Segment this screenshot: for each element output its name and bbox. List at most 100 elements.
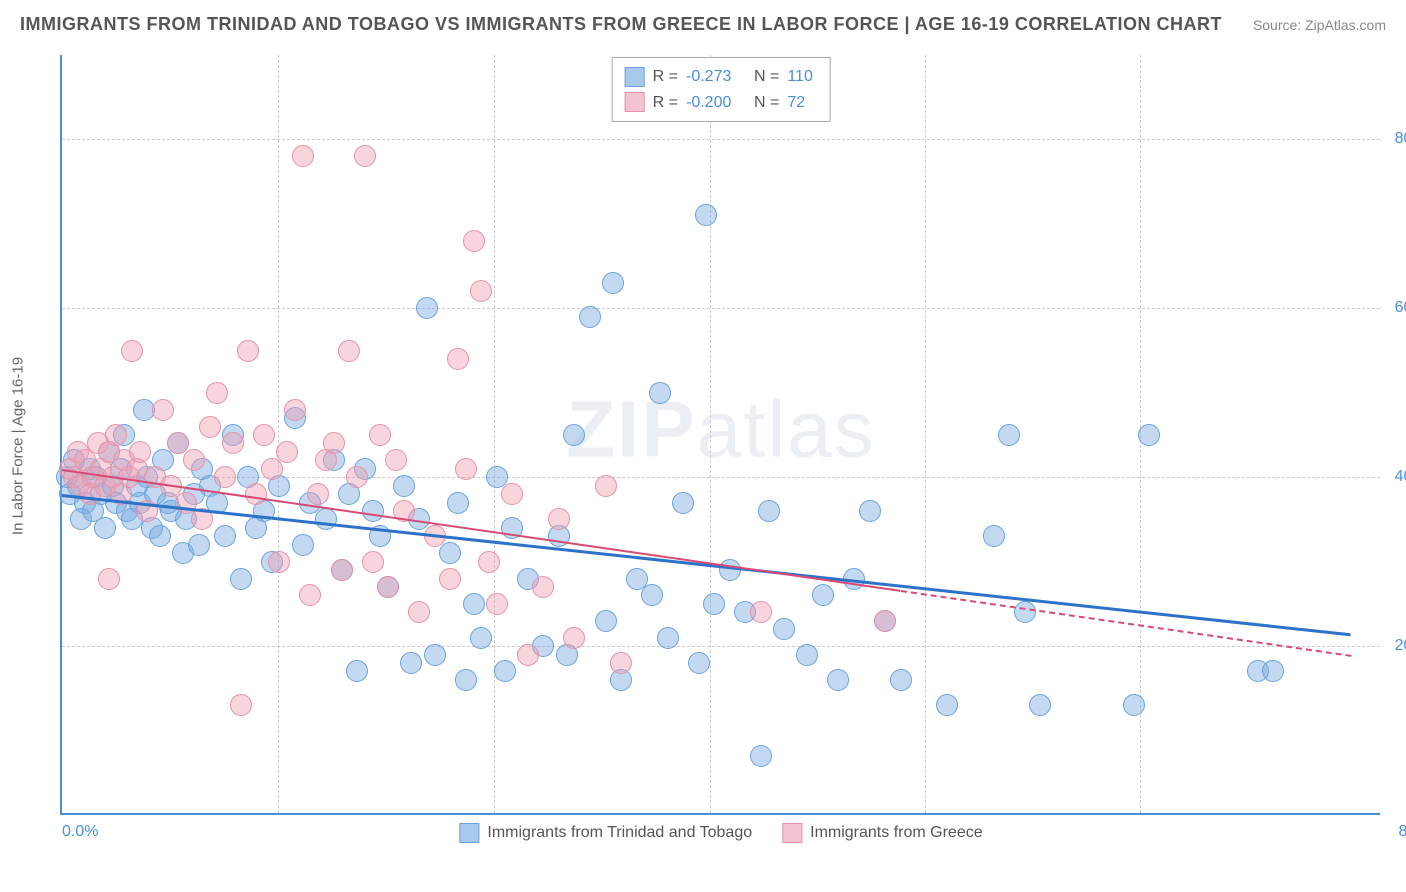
scatter-point-greece — [261, 458, 283, 480]
stat-r-label: R = — [653, 90, 678, 116]
scatter-point-greece — [183, 449, 205, 471]
scatter-point-greece — [214, 466, 236, 488]
scatter-point-trinidad — [214, 525, 236, 547]
legend-stats-row: R =-0.273N =110 — [625, 64, 818, 90]
scatter-point-trinidad — [315, 508, 337, 530]
scatter-point-greece — [245, 483, 267, 505]
scatter-point-trinidad — [758, 500, 780, 522]
scatter-point-greece — [152, 399, 174, 421]
legend-swatch — [625, 92, 645, 112]
scatter-point-greece — [478, 551, 500, 573]
scatter-point-trinidad — [149, 525, 171, 547]
gridline-v — [278, 55, 279, 813]
legend-series: Immigrants from Trinidad and Tobago Immig… — [459, 823, 982, 843]
scatter-point-greece — [98, 568, 120, 590]
scatter-point-greece — [439, 568, 461, 590]
scatter-point-trinidad — [393, 475, 415, 497]
scatter-point-trinidad — [657, 627, 679, 649]
scatter-point-greece — [517, 644, 539, 666]
plot-area: ZIPatlas 20.0%40.0%60.0%80.0%0.0%8.0%R =… — [60, 55, 1380, 815]
gridline-h — [62, 477, 1380, 478]
scatter-point-trinidad — [859, 500, 881, 522]
scatter-point-greece — [338, 340, 360, 362]
gridline-v — [710, 55, 711, 813]
scatter-point-trinidad — [1014, 601, 1036, 623]
y-tick-label: 60.0% — [1385, 299, 1406, 317]
scatter-point-greece — [253, 424, 275, 446]
scatter-point-greece — [610, 652, 632, 674]
scatter-point-trinidad — [773, 618, 795, 640]
scatter-point-greece — [354, 145, 376, 167]
scatter-point-trinidad — [1262, 660, 1284, 682]
scatter-point-greece — [369, 424, 391, 446]
gridline-h — [62, 646, 1380, 647]
y-tick-label: 80.0% — [1385, 130, 1406, 148]
watermark: ZIPatlas — [566, 383, 875, 475]
scatter-point-greece — [750, 601, 772, 623]
scatter-point-trinidad — [649, 382, 671, 404]
y-tick-label: 40.0% — [1385, 468, 1406, 486]
stat-n-value: 110 — [787, 64, 817, 90]
scatter-point-trinidad — [463, 593, 485, 615]
scatter-point-greece — [548, 508, 570, 530]
scatter-point-trinidad — [595, 610, 617, 632]
scatter-point-trinidad — [424, 644, 446, 666]
scatter-point-trinidad — [1029, 694, 1051, 716]
y-axis-label: In Labor Force | Age 16-19 — [10, 357, 27, 535]
scatter-point-greece — [299, 584, 321, 606]
scatter-point-trinidad — [827, 669, 849, 691]
scatter-point-greece — [230, 694, 252, 716]
gridline-h — [62, 308, 1380, 309]
chart-title: IMMIGRANTS FROM TRINIDAD AND TOBAGO VS I… — [20, 14, 1222, 35]
scatter-point-trinidad — [998, 424, 1020, 446]
scatter-point-trinidad — [750, 745, 772, 767]
legend-series-label: Immigrants from Greece — [810, 824, 982, 842]
scatter-point-trinidad — [447, 492, 469, 514]
scatter-point-trinidad — [494, 660, 516, 682]
scatter-point-greece — [222, 432, 244, 454]
scatter-point-greece — [292, 145, 314, 167]
scatter-point-trinidad — [188, 534, 210, 556]
scatter-point-trinidad — [1123, 694, 1145, 716]
scatter-point-greece — [408, 601, 430, 623]
scatter-point-trinidad — [936, 694, 958, 716]
scatter-point-trinidad — [439, 542, 461, 564]
legend-stats: R =-0.273N =110R =-0.200N =72 — [612, 57, 831, 122]
x-tick-label: 0.0% — [62, 823, 98, 841]
scatter-point-greece — [463, 230, 485, 252]
scatter-point-greece — [874, 610, 896, 632]
scatter-point-trinidad — [230, 568, 252, 590]
scatter-point-greece — [129, 441, 151, 463]
legend-series-item: Immigrants from Trinidad and Tobago — [459, 823, 752, 843]
gridline-h — [62, 139, 1380, 140]
scatter-point-greece — [362, 551, 384, 573]
scatter-point-greece — [563, 627, 585, 649]
stat-r-value: -0.273 — [686, 64, 746, 90]
gridline-v — [925, 55, 926, 813]
scatter-point-greece — [455, 458, 477, 480]
legend-swatch — [782, 823, 802, 843]
scatter-point-greece — [331, 559, 353, 581]
scatter-point-trinidad — [890, 669, 912, 691]
scatter-point-trinidad — [579, 306, 601, 328]
scatter-point-trinidad — [362, 500, 384, 522]
scatter-point-trinidad — [292, 534, 314, 556]
scatter-point-greece — [486, 593, 508, 615]
y-tick-label: 20.0% — [1385, 637, 1406, 655]
stat-n-label: N = — [754, 90, 779, 116]
scatter-point-greece — [268, 551, 290, 573]
scatter-point-trinidad — [1138, 424, 1160, 446]
scatter-point-greece — [377, 576, 399, 598]
scatter-point-trinidad — [602, 272, 624, 294]
x-tick-label: 8.0% — [1385, 823, 1406, 841]
scatter-point-greece — [105, 424, 127, 446]
legend-swatch — [625, 67, 645, 87]
scatter-point-greece — [237, 340, 259, 362]
scatter-point-trinidad — [688, 652, 710, 674]
scatter-point-greece — [276, 441, 298, 463]
scatter-point-trinidad — [796, 644, 818, 666]
scatter-point-greece — [470, 280, 492, 302]
scatter-point-greece — [385, 449, 407, 471]
scatter-point-trinidad — [455, 669, 477, 691]
legend-series-item: Immigrants from Greece — [782, 823, 982, 843]
